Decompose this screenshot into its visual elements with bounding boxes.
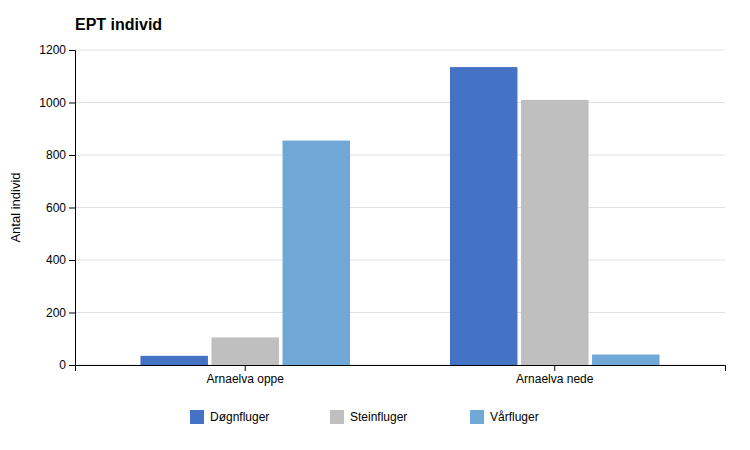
y-tick-label: 800 [46,148,66,162]
bar [140,356,207,365]
legend-item: Steinfluger [330,410,407,424]
y-tick-label: 600 [46,201,66,215]
y-tick-mark [69,313,75,314]
y-axis-title: Antal individ [8,172,23,242]
y-tick-mark [69,208,75,209]
plot: 020040060080010001200Arnaelva oppeArnael… [39,43,725,385]
y-axis-line [69,51,76,366]
y-tick-label: 1200 [39,43,66,57]
bar-series [211,100,588,365]
bar [521,100,588,365]
x-tick-label: Arnaelva oppe [207,372,285,386]
y-tick-mark [69,365,75,366]
y-tick: 600 [46,201,75,215]
x-axis-line [76,366,726,372]
bar [211,337,278,365]
y-axis: 0 200 400 600 800 1000 1200 [39,43,75,372]
y-tick: 400 [46,253,75,267]
bar-series [140,67,517,365]
y-tick-mark [69,260,75,261]
y-tick-mark [69,155,75,156]
legend-label: Steinfluger [350,410,407,424]
y-tick-mark [69,50,75,51]
legend-item: Vårfluger [470,410,539,424]
x-axis: Arnaelva oppe Arnaelva nede [76,365,726,386]
x-tick-mark [554,365,555,371]
grid-line [75,102,725,103]
y-tick: 200 [46,306,75,320]
bar [450,67,517,365]
x-tick: Arnaelva oppe [207,365,285,386]
x-tick-mark [245,365,246,371]
bars [140,67,659,365]
legend: Døgnfluger Steinfluger Vårfluger [190,410,539,424]
bar-series [283,141,660,365]
grid-line [75,207,725,208]
grid-line [75,155,725,156]
legend-swatch [470,410,484,424]
grid-line [75,50,725,51]
y-tick-label: 400 [46,253,66,267]
bar [592,355,659,366]
x-tick: Arnaelva nede [516,365,594,386]
chart: 020040060080010001200Arnaelva oppeArnael… [0,0,750,450]
grid-line [75,312,725,313]
y-tick-label: 0 [59,358,66,372]
grid [75,50,725,365]
legend-label: Vårfluger [490,410,539,424]
y-tick-label: 1000 [39,96,66,110]
y-tick-mark [69,103,75,104]
title: EPT individ [75,16,162,33]
y-tick: 1200 [39,43,75,57]
legend-item: Døgnfluger [190,410,269,424]
legend-label: Døgnfluger [210,410,269,424]
x-tick-label: Arnaelva nede [516,372,594,386]
y-tick: 800 [46,148,75,162]
y-tick-label: 200 [46,306,66,320]
y-tick: 1000 [39,96,75,110]
bar [283,141,350,365]
legend-swatch [330,410,344,424]
y-tick: 0 [59,358,75,372]
grid-line [75,260,725,261]
legend-swatch [190,410,204,424]
